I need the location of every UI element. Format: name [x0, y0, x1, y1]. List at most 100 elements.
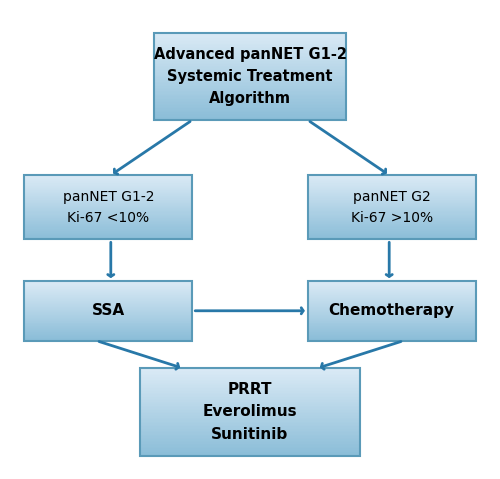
Bar [154, 88, 346, 90]
Bar [154, 83, 346, 85]
Bar [140, 369, 360, 371]
Bar [308, 308, 476, 310]
Bar [140, 407, 360, 409]
Bar [140, 435, 360, 437]
Bar [24, 339, 192, 340]
Bar [140, 432, 360, 434]
Bar [140, 436, 360, 438]
Bar [140, 403, 360, 405]
Bar [154, 78, 346, 79]
Bar [154, 43, 346, 44]
Bar [140, 451, 360, 453]
Bar [24, 223, 192, 225]
Bar [308, 285, 476, 286]
Bar [24, 298, 192, 300]
Bar [140, 378, 360, 380]
Bar [140, 387, 360, 388]
Bar [308, 175, 476, 240]
Bar [308, 322, 476, 324]
Bar [24, 177, 192, 178]
Bar [308, 210, 476, 212]
Bar [140, 397, 360, 399]
Bar [24, 217, 192, 218]
Bar [140, 422, 360, 423]
Bar [154, 72, 346, 73]
Bar [24, 187, 192, 188]
Bar [154, 34, 346, 35]
Bar [140, 445, 360, 447]
Bar [140, 399, 360, 400]
Bar [140, 415, 360, 416]
Bar [154, 99, 346, 101]
Bar [24, 216, 192, 217]
Bar [308, 305, 476, 306]
Bar [140, 409, 360, 411]
Bar [308, 221, 476, 222]
Bar [154, 63, 346, 65]
Bar [24, 235, 192, 236]
Bar [154, 111, 346, 113]
Bar [24, 297, 192, 298]
Bar [140, 388, 360, 390]
Bar [308, 207, 476, 208]
Bar [24, 190, 192, 191]
Bar [24, 192, 192, 194]
Bar [154, 69, 346, 70]
Bar [24, 331, 192, 333]
Bar [308, 183, 476, 185]
Bar [140, 401, 360, 403]
Bar [154, 89, 346, 91]
Bar [308, 333, 476, 335]
Bar [308, 215, 476, 216]
Bar [154, 60, 346, 62]
Bar [140, 391, 360, 393]
Bar [308, 287, 476, 289]
Bar [24, 319, 192, 320]
Bar [154, 40, 346, 41]
Bar [308, 323, 476, 325]
Bar [308, 235, 476, 236]
Bar [24, 178, 192, 180]
Bar [140, 433, 360, 435]
Bar [24, 291, 192, 292]
Bar [308, 315, 476, 316]
Bar [154, 79, 346, 80]
Bar [24, 302, 192, 303]
Bar [140, 423, 360, 425]
Bar [140, 371, 360, 373]
Bar [140, 393, 360, 395]
Bar [308, 216, 476, 217]
Bar [308, 197, 476, 199]
Bar [308, 211, 476, 213]
Bar [24, 332, 192, 334]
Bar [308, 194, 476, 195]
Bar [24, 209, 192, 211]
Bar [24, 308, 192, 309]
Bar [308, 285, 476, 287]
Bar [308, 292, 476, 293]
Bar [24, 330, 192, 331]
Bar [140, 438, 360, 440]
Bar [154, 61, 346, 63]
Bar [308, 321, 476, 323]
Bar [24, 225, 192, 227]
Bar [308, 297, 476, 298]
Bar [308, 318, 476, 319]
Bar [24, 314, 192, 315]
Bar [24, 214, 192, 215]
Bar [308, 307, 476, 308]
Bar [308, 293, 476, 294]
Bar [140, 372, 360, 374]
Bar [140, 454, 360, 456]
Bar [24, 292, 192, 293]
Bar [24, 215, 192, 216]
Bar [24, 315, 192, 316]
Bar [24, 228, 192, 229]
Bar [154, 41, 346, 43]
Bar [140, 380, 360, 381]
Bar [24, 319, 192, 321]
Bar [140, 376, 360, 377]
Bar [24, 218, 192, 219]
Bar [24, 202, 192, 203]
Bar [308, 295, 476, 296]
